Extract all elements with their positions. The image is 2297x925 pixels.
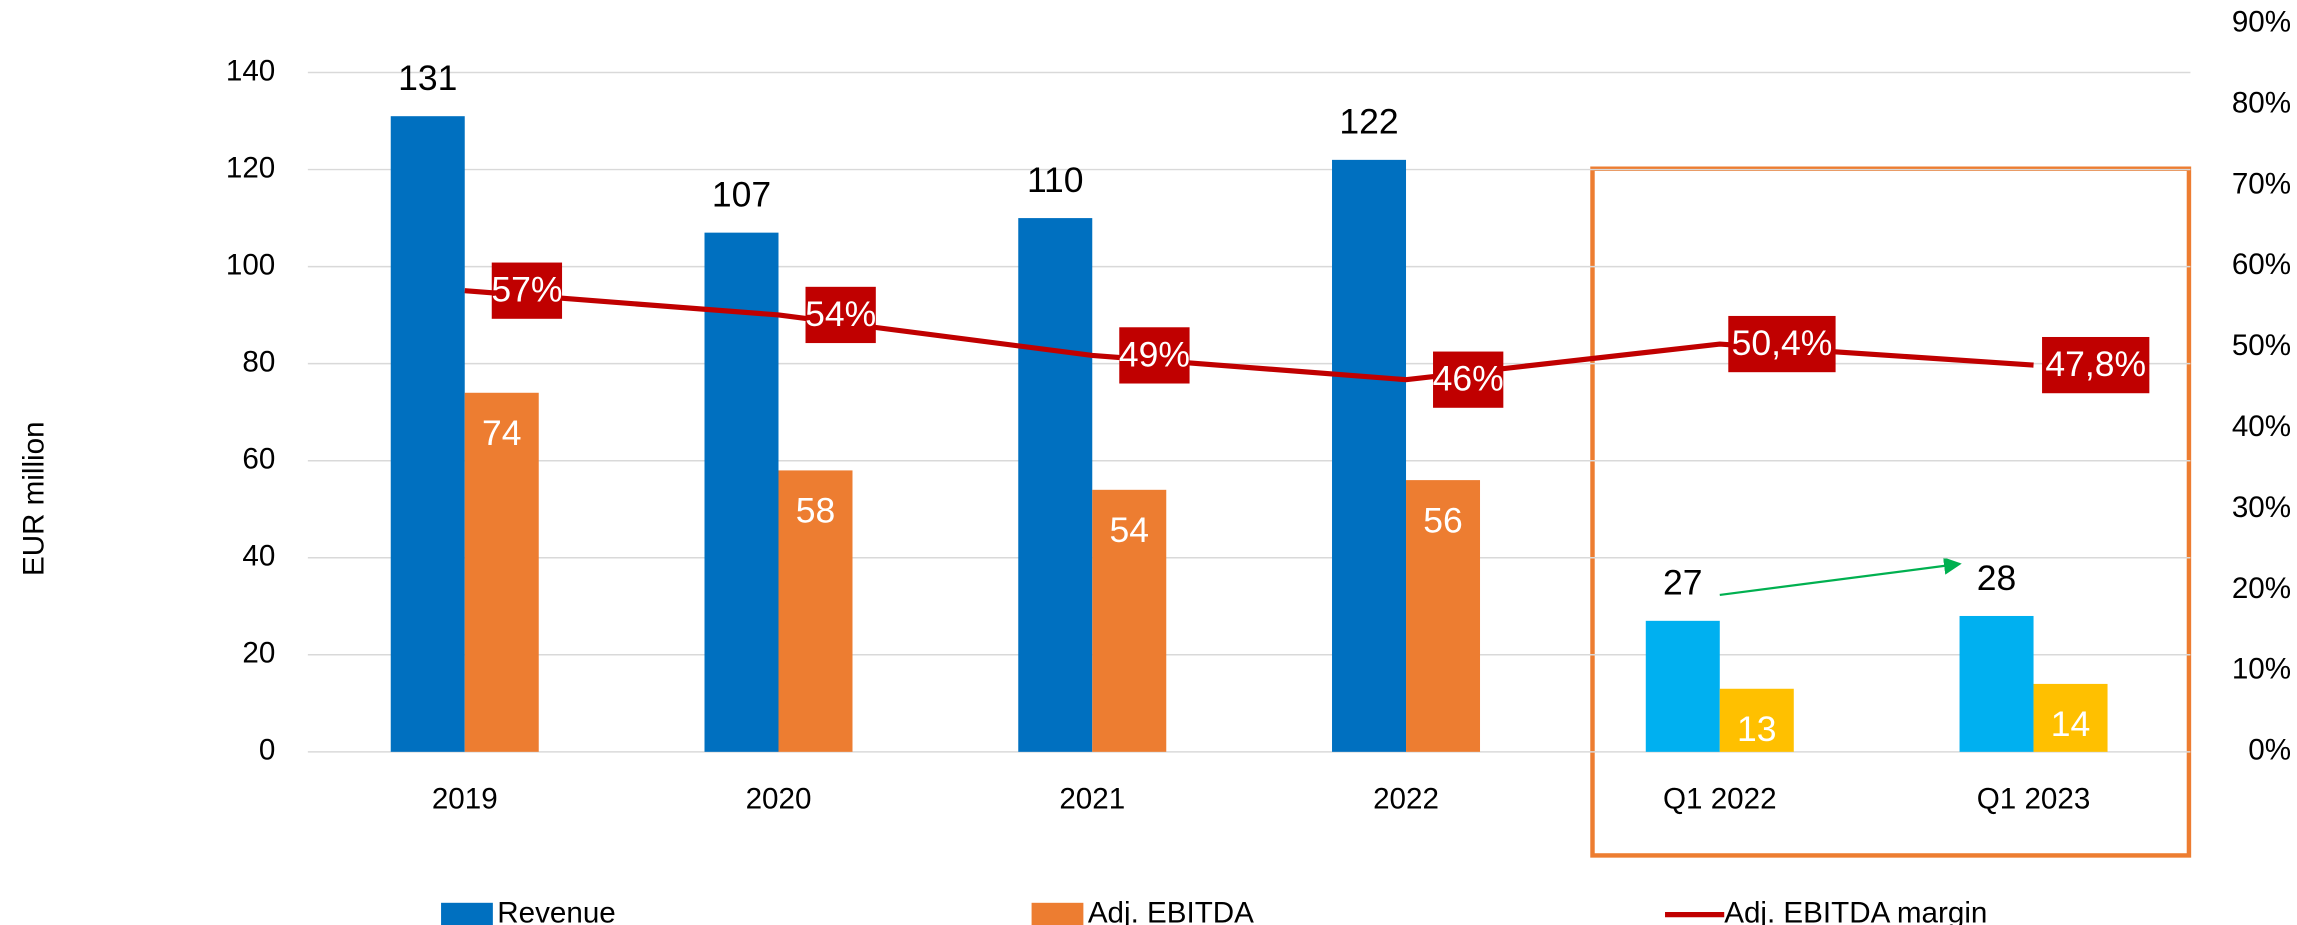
x-tick-label: 2019	[432, 782, 498, 815]
y2-tick-label: 90%	[2232, 5, 2291, 38]
line-label: 47,8%	[2045, 344, 2146, 384]
line-label-box	[1119, 327, 1190, 384]
x-tick-label: Q1 2023	[1977, 782, 2091, 815]
y2-tick-label: 0%	[2248, 734, 2291, 767]
bar-label: 74	[482, 413, 522, 453]
x-tick-label: 2021	[1059, 782, 1125, 815]
line-label-box	[2042, 336, 2150, 394]
bar-label: 27	[1663, 563, 1703, 603]
y2-tick-label: 10%	[2232, 653, 2291, 686]
growth-arrow	[1719, 557, 1962, 597]
legend-swatch	[1031, 902, 1084, 925]
legend-label: Adj. EBITDA margin	[1724, 896, 1987, 925]
highlight-box	[1590, 166, 2192, 858]
bar-label: 56	[1423, 500, 1463, 540]
y2-tick-label: 80%	[2232, 86, 2291, 119]
line-label: 54%	[805, 294, 876, 334]
bar-label: 131	[398, 58, 457, 98]
x-tick-label: Q1 2022	[1663, 782, 1777, 815]
y2-tick-label: 70%	[2232, 167, 2291, 200]
bar	[704, 232, 779, 752]
line-label: 46%	[1433, 359, 1504, 399]
bar-label: 28	[1977, 558, 2017, 598]
x-tick-label: 2022	[1373, 782, 1439, 815]
bar	[390, 116, 465, 752]
y-tick-label: 60	[242, 443, 275, 476]
line-label-box	[491, 262, 563, 319]
line-label-box	[805, 286, 876, 344]
y-tick-label: 80	[242, 345, 275, 378]
line-label: 49%	[1119, 334, 1190, 374]
bar	[778, 470, 853, 752]
bar-label: 122	[1339, 102, 1398, 142]
y2-tick-label: 30%	[2232, 491, 2291, 524]
x-tick-label: 2020	[746, 782, 812, 815]
y-tick-label: 140	[226, 54, 275, 87]
bar	[1332, 159, 1407, 752]
y-tick-label: 20	[242, 637, 275, 670]
bar	[1406, 480, 1481, 752]
y-axis-label: EUR million	[17, 421, 50, 576]
bar	[1645, 620, 1720, 752]
legend-label: Adj. EBITDA	[1088, 896, 1254, 925]
bar-label: 14	[2051, 704, 2091, 744]
y-tick-label: 100	[226, 248, 275, 281]
y-tick-label: 40	[242, 540, 275, 573]
line-label: 50,4%	[1732, 323, 1833, 363]
line-label-box	[1728, 315, 1836, 373]
bar-label: 13	[1737, 709, 1777, 749]
y-tick-label: 120	[226, 151, 275, 184]
y2-tick-label: 20%	[2232, 572, 2291, 605]
bar-label: 58	[796, 491, 836, 531]
legend-swatch	[441, 902, 493, 925]
y2-tick-label: 50%	[2232, 329, 2291, 362]
bar	[1719, 688, 1794, 752]
bar	[1018, 218, 1093, 752]
y2-tick-label: 40%	[2232, 410, 2291, 443]
bar	[1092, 489, 1167, 752]
line-label: 57%	[491, 270, 562, 310]
bar-label: 107	[712, 175, 771, 215]
bar-label: 54	[1110, 510, 1150, 550]
bar	[1959, 615, 2034, 752]
bar-label: 110	[1027, 160, 1084, 200]
y-tick-label: 0	[259, 734, 275, 767]
line-label-box	[1433, 351, 1504, 408]
bar	[464, 392, 539, 752]
bar	[2033, 683, 2108, 752]
y2-tick-label: 60%	[2232, 248, 2291, 281]
legend-label: Revenue	[497, 896, 615, 925]
